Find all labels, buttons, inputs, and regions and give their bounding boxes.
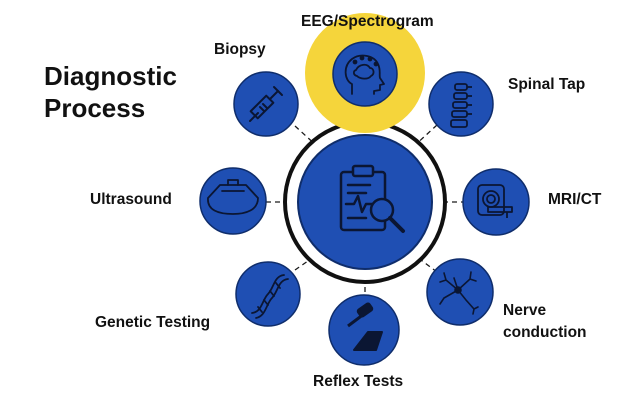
node-nerve (426, 258, 494, 326)
label-nerve-1: Nerve (503, 302, 547, 319)
node-spinal-tap (428, 71, 494, 137)
clipboard-magnifier-icon (339, 164, 405, 233)
label-mri: MRI/CT (548, 191, 602, 208)
mri-scanner-icon (477, 184, 513, 218)
label-biopsy: Biopsy (214, 41, 266, 58)
connector-nerve (412, 253, 438, 273)
node-genetic (235, 261, 301, 327)
node-mri (462, 168, 530, 236)
head-brain-icon (344, 54, 385, 95)
label-eeg: EEG/Spectrogram (301, 13, 434, 30)
label-genetic: Genetic Testing (95, 314, 211, 331)
center-node (283, 120, 447, 284)
dna-icon (251, 274, 289, 319)
neuron-icon (439, 271, 479, 315)
node-eeg (305, 13, 425, 133)
ultrasound-icon (207, 179, 259, 215)
page-title: Diagnostic Process (44, 60, 177, 124)
label-reflex: Reflex Tests (313, 373, 404, 390)
connector-genetic (294, 253, 319, 271)
reflex-hammer-icon (347, 302, 383, 351)
label-nerve-2: conduction (503, 324, 587, 341)
center-circle (297, 134, 433, 270)
node-biopsy (233, 71, 299, 137)
label-spinal-tap: Spinal Tap (508, 76, 586, 93)
node-reflex (328, 294, 400, 366)
spine-icon (450, 83, 472, 128)
syringe-icon (249, 86, 283, 122)
node-ultrasound (199, 167, 267, 235)
label-ultrasound: Ultrasound (90, 191, 172, 208)
title-line-1: Diagnostic (44, 61, 177, 91)
title-line-2: Process (44, 93, 146, 123)
